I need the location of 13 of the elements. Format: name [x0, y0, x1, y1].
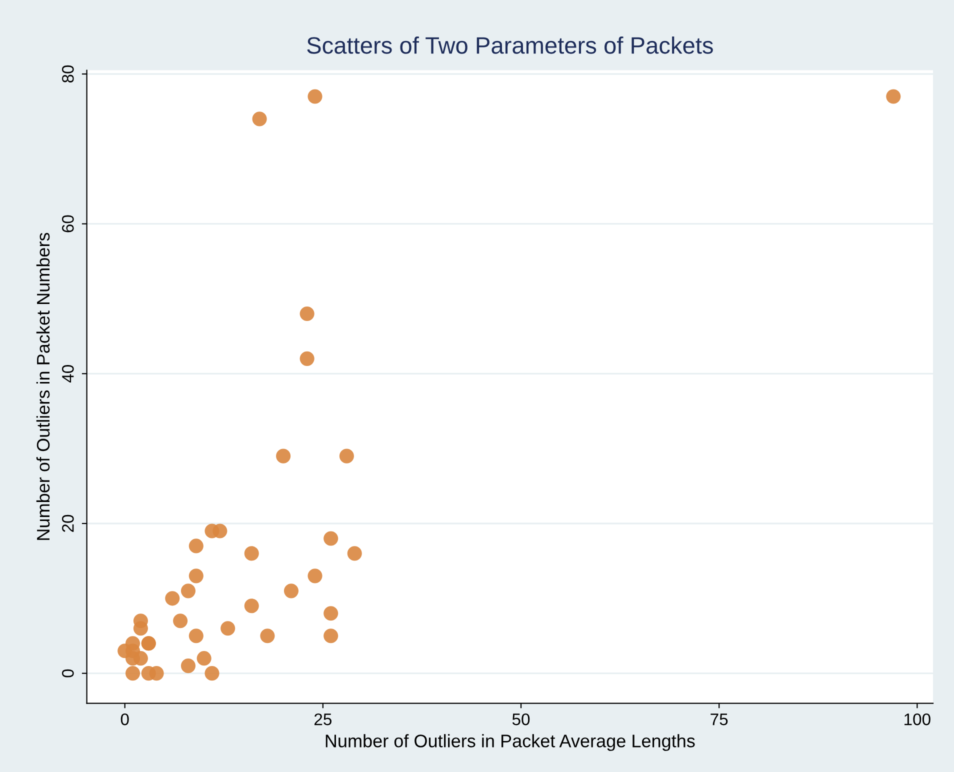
y-tick-label: 20 — [62, 514, 74, 532]
y-tick-label: 40 — [62, 365, 74, 383]
x-tick-label: 0 — [120, 713, 129, 726]
y-axis-title: Number of Outliers in Packet Numbers — [36, 232, 50, 540]
x-axis-title: Number of Outliers in Packet Average Lengths — [326, 734, 695, 751]
x-tick-label: 25 — [314, 713, 332, 726]
x-tick-label: 75 — [710, 714, 728, 726]
x-tick-label: 100 — [904, 713, 930, 726]
x-tick-label: 50 — [512, 713, 530, 726]
y-tick-label: 0 — [62, 669, 74, 678]
y-tick-label: 80 — [62, 65, 74, 83]
chart-title: Scatters of Two Parameters of Packets — [307, 36, 713, 54]
y-tick-label: 60 — [62, 215, 74, 232]
